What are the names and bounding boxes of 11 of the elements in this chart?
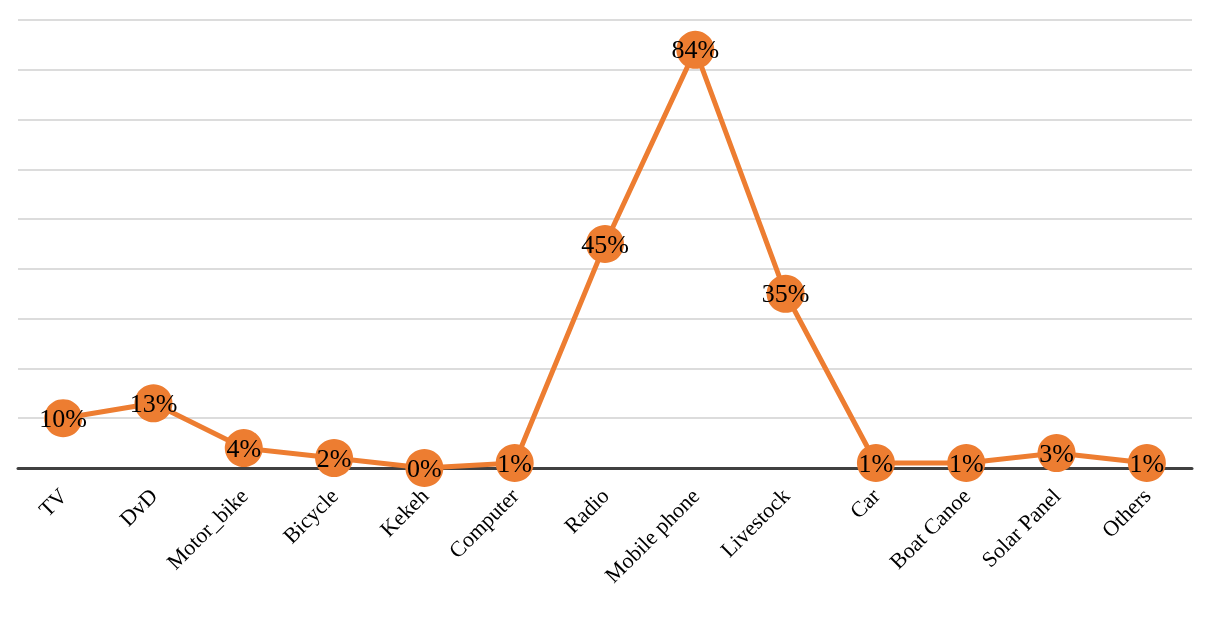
data-label: 1% [858, 448, 894, 478]
data-label: 0% [407, 453, 442, 483]
data-label: 2% [316, 443, 352, 473]
x-tick-label: DvD [114, 483, 163, 532]
data-label: 1% [497, 448, 533, 478]
x-tick-label: TV [33, 483, 73, 522]
data-label: 3% [1039, 438, 1074, 468]
data-label: 1% [1129, 448, 1165, 478]
x-tick-label: Car [844, 482, 886, 524]
data-label: 1% [948, 448, 984, 478]
data-label: 4% [226, 433, 262, 463]
